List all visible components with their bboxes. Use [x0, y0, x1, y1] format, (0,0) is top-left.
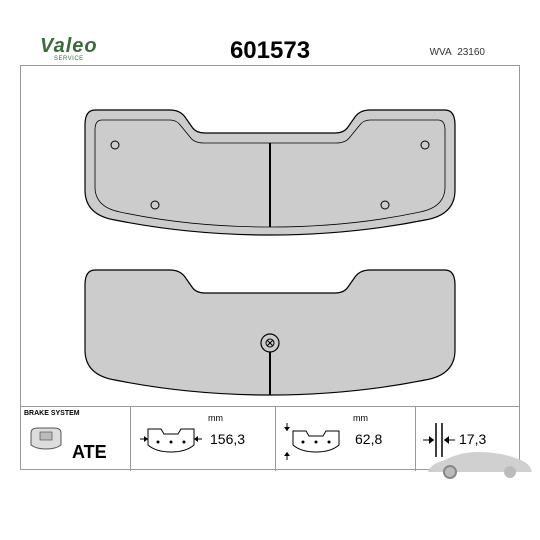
- brand-logo: Valeo SERVICE: [40, 35, 98, 62]
- part-number: 601573: [230, 37, 310, 65]
- height-value: 62,8: [355, 431, 382, 447]
- brake-system-label: BRAKE SYSTEM: [24, 410, 80, 417]
- pad-top: [85, 110, 455, 235]
- brake-system-value: ATE: [72, 442, 107, 463]
- wva-code: WVA 23160: [430, 47, 485, 58]
- caliper-icon: [26, 423, 66, 453]
- header: Valeo SERVICE 601573 WVA 23160: [20, 35, 520, 65]
- width-value: 156,3: [210, 431, 245, 447]
- pad-diagram-area: [20, 65, 520, 405]
- height-unit: mm: [353, 413, 368, 423]
- wva-value: 23160: [457, 47, 485, 58]
- pad-bottom: [85, 270, 455, 395]
- width-unit: mm: [208, 413, 223, 423]
- width-cell: mm 156,3: [130, 407, 275, 471]
- pad-svg: [20, 65, 520, 405]
- height-icon: [279, 417, 351, 467]
- brand-name: Valeo: [40, 35, 98, 58]
- car-silhouette-icon: [420, 442, 540, 482]
- height-cell: mm 62,8: [275, 407, 415, 471]
- wva-label: WVA: [430, 47, 452, 58]
- width-icon: [136, 417, 206, 467]
- brake-system-cell: BRAKE SYSTEM ATE: [20, 407, 130, 471]
